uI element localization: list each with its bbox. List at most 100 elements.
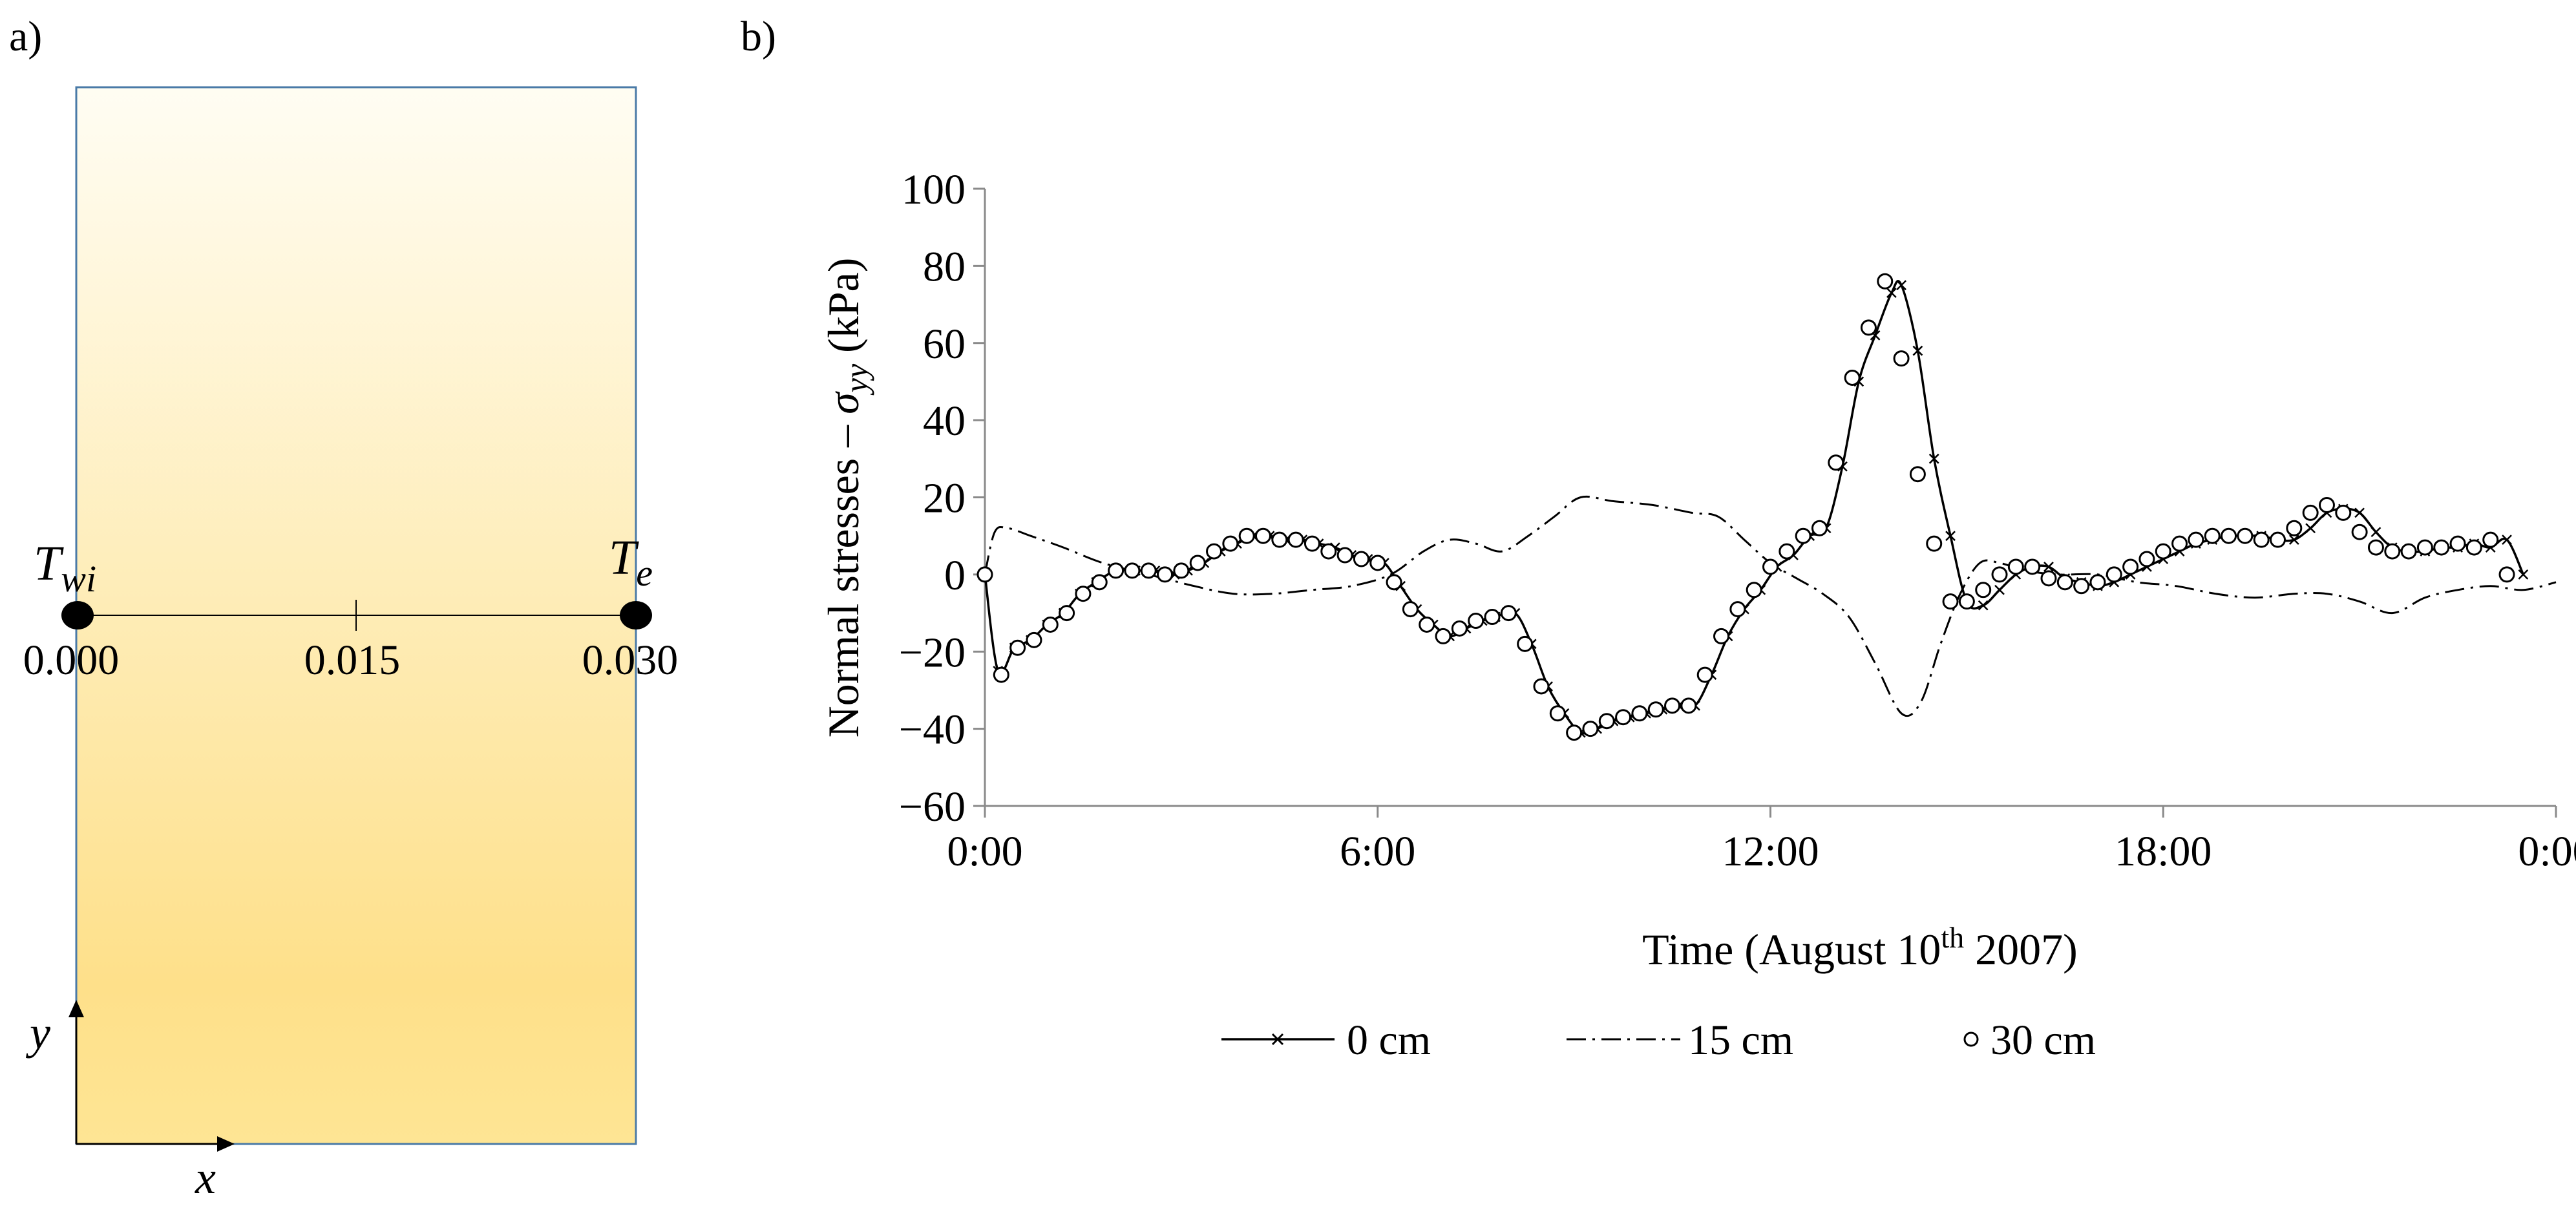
series-line-0cm — [984, 280, 2524, 735]
data-point-30cm — [1942, 593, 1959, 610]
data-point-30cm — [2433, 539, 2450, 556]
data-point-0cm — [2370, 527, 2381, 538]
data-point-30cm — [1811, 520, 1828, 536]
y-tick-label: 40 — [923, 397, 966, 445]
data-point-30cm — [1320, 543, 1337, 560]
legend-marker-30cm — [1963, 1031, 1979, 1047]
y-tick-label: −60 — [899, 783, 966, 830]
data-point-30cm — [2024, 558, 2041, 575]
data-point-30cm — [1926, 535, 1943, 552]
right-node-label: Te — [609, 531, 653, 594]
data-point-30cm — [2204, 527, 2221, 544]
data-point-30cm — [1075, 586, 1092, 602]
data-point-0cm — [1945, 531, 1956, 542]
x-tick-2: 0.030 — [582, 637, 679, 684]
data-point-0cm — [2518, 569, 2529, 580]
data-point-30cm — [1828, 454, 1844, 471]
data-point-30cm — [1271, 531, 1288, 548]
axis-x-label: x — [195, 1152, 216, 1203]
data-point-30cm — [1369, 555, 1386, 571]
data-point-30cm — [2302, 504, 2319, 521]
data-point-30cm — [1517, 635, 1534, 652]
data-point-30cm — [1353, 551, 1369, 567]
data-point-30cm — [1419, 616, 1435, 633]
data-point-30cm — [1958, 593, 1975, 610]
data-point-0cm — [1886, 288, 1897, 299]
data-point-30cm — [1386, 574, 1402, 591]
data-point-30cm — [2449, 535, 2466, 552]
left-node — [61, 601, 94, 629]
data-point-30cm — [1664, 697, 1681, 714]
data-point-30cm — [2384, 543, 2401, 560]
data-point-30cm — [2073, 578, 2090, 595]
data-point-0cm — [2305, 523, 2316, 534]
y-tick-label: 80 — [923, 243, 966, 290]
data-point-30cm — [1484, 609, 1501, 626]
data-point-30cm — [1304, 535, 1320, 552]
data-point-30cm — [2335, 504, 2352, 521]
y-tick-label: 0 — [944, 552, 966, 599]
data-point-30cm — [1991, 566, 2008, 583]
y-axis-title: Normal stresses – σyy (kPa) — [819, 258, 874, 738]
data-point-30cm — [2253, 531, 2270, 548]
data-point-0cm — [1896, 280, 1906, 291]
panel-a-label: a) — [9, 13, 42, 60]
data-point-30cm — [1402, 601, 1419, 618]
panel-b-label: b) — [741, 13, 776, 60]
data-point-30cm — [2106, 566, 2122, 583]
data-point-0cm — [2502, 534, 2512, 545]
data-point-30cm — [2171, 535, 2188, 552]
data-point-30cm — [1222, 535, 1239, 552]
data-point-30cm — [2122, 558, 2139, 575]
data-point-30cm — [2465, 539, 2482, 556]
panel-a: a) Twi Te 0.000 0.015 0.030 y x — [9, 13, 678, 1203]
data-point-30cm — [2237, 527, 2254, 544]
data-point-30cm — [2498, 566, 2515, 583]
data-point-30cm — [2040, 570, 2057, 587]
y-tick-label: 100 — [902, 166, 966, 213]
data-point-30cm — [1140, 562, 1157, 579]
data-point-30cm — [1026, 631, 1042, 648]
data-point-30cm — [2351, 524, 2368, 540]
data-point-30cm — [2286, 520, 2303, 536]
data-point-30cm — [1091, 574, 1108, 591]
data-point-30cm — [1729, 601, 1746, 618]
data-point-30cm — [1762, 558, 1779, 575]
data-point-30cm — [1909, 466, 1926, 483]
data-point-0cm — [1928, 453, 1939, 464]
data-point-30cm — [1680, 697, 1697, 714]
y-tick-label: −20 — [899, 629, 966, 676]
data-point-30cm — [1615, 709, 1632, 726]
data-point-30cm — [1009, 639, 1026, 656]
x-tick-1: 0.015 — [304, 637, 401, 684]
data-point-30cm — [2367, 539, 2384, 556]
y-tick-label: −40 — [899, 706, 966, 754]
data-point-30cm — [1157, 566, 1174, 583]
data-point-30cm — [2089, 574, 2106, 591]
data-point-30cm — [1844, 369, 1861, 386]
series-group — [977, 273, 2557, 741]
data-point-30cm — [2400, 543, 2417, 560]
data-point-30cm — [1696, 666, 1713, 683]
data-point-0cm — [1912, 345, 1923, 356]
legend-label-0cm: 0 cm — [1347, 1017, 1431, 1064]
data-point-30cm — [1631, 705, 1648, 722]
x-tick-label: 0:00 — [947, 828, 1022, 875]
series-line-15cm — [984, 495, 2557, 717]
data-point-30cm — [1566, 725, 1583, 741]
data-point-30cm — [1206, 543, 1223, 560]
x-tick-0: 0.000 — [23, 637, 120, 684]
data-point-30cm — [1238, 527, 1255, 544]
data-point-30cm — [1468, 613, 1484, 629]
panel-b: b) 100 80 60 40 20 0 −20 −40 −60 0:00 6:00 12:00 18… — [741, 13, 2576, 1064]
legend-marker-0cm — [1271, 1033, 1284, 1046]
data-point-30cm — [1582, 721, 1599, 737]
data-point-30cm — [1779, 543, 1795, 560]
data-point-30cm — [1189, 555, 1206, 571]
data-point-30cm — [993, 666, 1009, 683]
data-point-30cm — [1598, 713, 1615, 730]
data-point-30cm — [1877, 273, 1894, 290]
plot-area — [984, 189, 2556, 807]
x-tick-label: 6:00 — [1340, 828, 1415, 875]
